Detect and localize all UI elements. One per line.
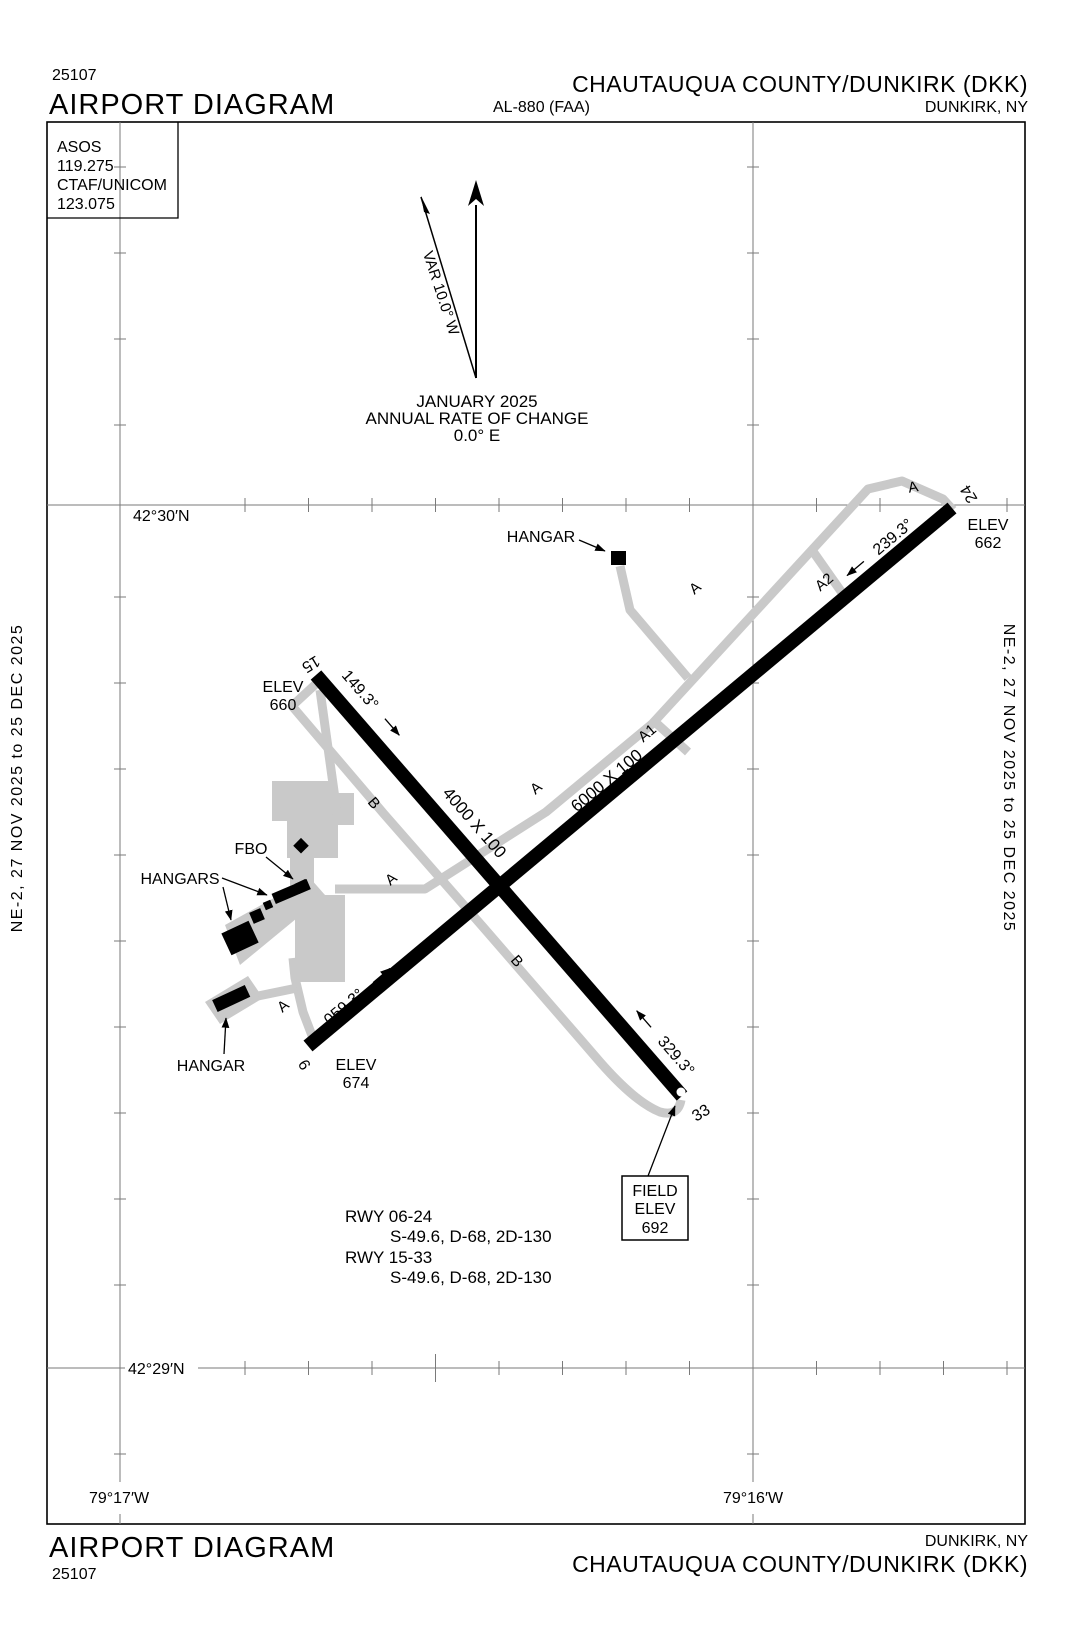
comm-frequency-box: ASOS 119.275 CTAF/UNICOM 123.075 bbox=[47, 122, 179, 219]
lat-label-bottom: 42°29′N bbox=[128, 1361, 185, 1378]
taxiway-a-south bbox=[288, 957, 321, 1048]
taxiway-a-label-stub: A bbox=[686, 579, 705, 598]
procedure-id: AL-880 (FAA) bbox=[493, 99, 590, 116]
latlon-grid: 42°30′N 42°29′N 79°17′W 79°16′W bbox=[47, 122, 1025, 1524]
elev-674-value: 674 bbox=[343, 1075, 370, 1092]
left-margin-effective-dates: NE-2, 27 NOV 2025 to 25 DEC 2025 bbox=[9, 624, 26, 933]
ctaf-unicom-label: CTAF/UNICOM bbox=[57, 177, 167, 194]
north-apron bbox=[272, 781, 354, 858]
small-building bbox=[262, 899, 274, 911]
airport-name-bottom: CHAUTAUQUA COUNTY/DUNKIRK (DKK) bbox=[572, 1551, 1028, 1577]
rwy24-number: 24 bbox=[958, 482, 982, 506]
taxiway-a-label-south: A bbox=[274, 997, 293, 1016]
grid-tick-marks bbox=[114, 166, 1008, 1455]
taxiway-a-south-spur bbox=[257, 983, 298, 1001]
field-elev-line1: FIELD bbox=[632, 1183, 677, 1200]
south-hangar-building bbox=[212, 984, 251, 1012]
elev-674-word: ELEV bbox=[336, 1057, 377, 1074]
rwy-15-33-strength: S-49.6, D-68, 2D-130 bbox=[390, 1268, 552, 1287]
ne-hangar-label: HANGAR bbox=[507, 529, 575, 546]
field-elevation-dot bbox=[676, 1087, 686, 1097]
hangars-label: HANGARS bbox=[140, 871, 219, 888]
lon-label-right: 79°16′W bbox=[723, 1490, 784, 1507]
annual-rate-value: 0.0° E bbox=[454, 426, 501, 445]
taxiways bbox=[257, 476, 957, 1118]
true-north-arrowhead-icon bbox=[468, 180, 484, 206]
map-border bbox=[46, 121, 1026, 1525]
north-variation-arrows: VAR 10.0° W JANUARY 2025 ANNUAL RATE OF … bbox=[366, 180, 589, 445]
rwy15-number: 15 bbox=[299, 652, 323, 676]
course-239-arrow-icon bbox=[846, 560, 865, 577]
chart-number-top: 25107 bbox=[52, 67, 97, 84]
elev-662-word: ELEV bbox=[968, 517, 1009, 534]
hangar-row-building bbox=[271, 878, 311, 904]
rwy6-number: 6 bbox=[294, 1057, 313, 1073]
annual-rate-label: ANNUAL RATE OF CHANGE bbox=[366, 409, 589, 428]
magnetic-north-line bbox=[420, 196, 477, 379]
course-059-arrow-icon bbox=[372, 967, 391, 984]
airport-name-top: CHAUTAUQUA COUNTY/DUNKIRK (DKK) bbox=[572, 71, 1028, 97]
map-labels: 15 33 6 24 149.3° 329.3° 059.3° 239.3° 4… bbox=[263, 478, 1009, 1125]
city-bottom: DUNKIRK, NY bbox=[925, 1533, 1028, 1550]
taxiway-a-label-mid: A bbox=[527, 779, 546, 798]
course-149-arrow-icon bbox=[384, 718, 400, 736]
field-elev-box bbox=[621, 1175, 689, 1241]
margin-annotations: NE-2, 27 NOV 2025 to 25 DEC 2025 NE-2, 2… bbox=[9, 624, 1017, 933]
chart-number-bottom: 25107 bbox=[52, 1566, 97, 1583]
mid-hangar-building bbox=[249, 908, 265, 924]
asos-label: ASOS bbox=[57, 139, 101, 156]
comm-box-outline bbox=[47, 122, 179, 219]
header: 25107 AIRPORT DIAGRAM CHAUTAUQUA COUNTY/… bbox=[49, 67, 1028, 121]
ctaf-frequency: 123.075 bbox=[57, 196, 115, 213]
ne-hangar-arrow-icon bbox=[578, 539, 606, 552]
asos-frequency: 119.275 bbox=[57, 158, 114, 175]
taxiway-a-main bbox=[335, 476, 957, 894]
ne-hangar-stub bbox=[615, 565, 692, 681]
variation-date: JANUARY 2025 bbox=[416, 392, 537, 411]
lat-label-top: 42°30′N bbox=[133, 508, 190, 525]
south-hangar-label: HANGAR bbox=[177, 1058, 245, 1075]
apron-access-taxilane bbox=[315, 689, 343, 821]
taxiway-a2-connector bbox=[808, 547, 849, 600]
city-top: DUNKIRK, NY bbox=[925, 99, 1028, 116]
fbo-label: FBO bbox=[235, 841, 268, 858]
field-elevation-callout: FIELD ELEV 692 bbox=[621, 1105, 689, 1241]
footer: AIRPORT DIAGRAM 25107 DUNKIRK, NY CHAUTA… bbox=[49, 1532, 1028, 1583]
south-hangar-arrow-icon bbox=[221, 1017, 230, 1055]
facility-callouts: HANGAR FBO HANGARS HANGAR bbox=[140, 529, 606, 1075]
center-apron bbox=[295, 895, 345, 982]
hangars-arrow-2-icon bbox=[222, 886, 233, 921]
runway-15-33 bbox=[310, 670, 688, 1101]
rwy-15-33-label: RWY 15-33 bbox=[345, 1248, 432, 1267]
rwy-06-24-strength: S-49.6, D-68, 2D-130 bbox=[390, 1227, 552, 1246]
elev-660-word: ELEV bbox=[263, 679, 304, 696]
elev-660-value: 660 bbox=[270, 697, 297, 714]
elev-662-value: 662 bbox=[975, 535, 1002, 552]
large-hangar-building bbox=[221, 920, 259, 956]
runway-data-block: RWY 06-24 S-49.6, D-68, 2D-130 RWY 15-33… bbox=[345, 1207, 552, 1287]
course-329-arrow-icon bbox=[636, 1010, 652, 1028]
page-title-bottom: AIRPORT DIAGRAM bbox=[49, 1532, 335, 1564]
hangars-arrow-1-icon bbox=[221, 877, 268, 896]
taxiway-b bbox=[287, 678, 686, 1118]
buildings bbox=[212, 551, 626, 1012]
ne-hangar-building bbox=[611, 551, 626, 565]
lon-label-left: 79°17′W bbox=[89, 1490, 150, 1507]
runways bbox=[303, 502, 957, 1101]
field-elev-line2: ELEV bbox=[635, 1201, 676, 1218]
taxiway-a-label-ne: A bbox=[907, 478, 920, 496]
runway-06-24 bbox=[303, 502, 957, 1052]
page-title: AIRPORT DIAGRAM bbox=[49, 89, 335, 121]
field-elev-leader-icon bbox=[647, 1105, 676, 1177]
fbo-arrow-icon bbox=[265, 856, 294, 880]
right-margin-effective-dates: NE-2, 27 NOV 2025 to 25 DEC 2025 bbox=[1000, 624, 1017, 933]
field-elev-line3: 692 bbox=[642, 1220, 669, 1237]
rwy-06-24-label: RWY 06-24 bbox=[345, 1207, 432, 1226]
magnetic-north-barb-icon bbox=[421, 196, 430, 214]
rwy33-number: 33 bbox=[689, 1102, 713, 1126]
